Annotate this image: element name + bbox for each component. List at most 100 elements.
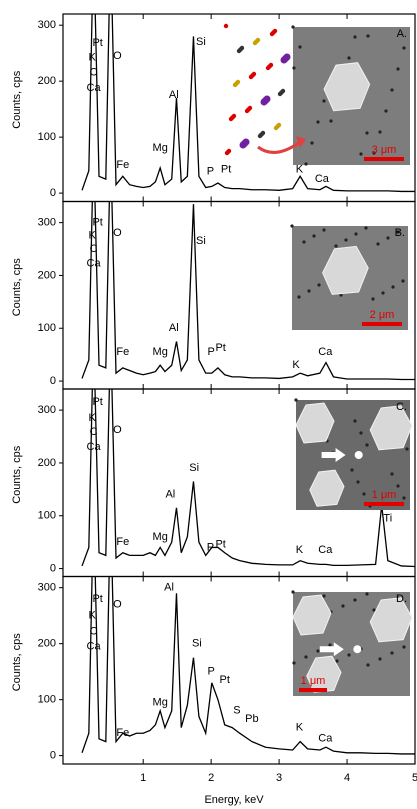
peak-label: Fe — [116, 159, 129, 171]
callout-arrowhead — [296, 136, 306, 148]
inset-pore — [291, 25, 295, 29]
inset-pore — [292, 661, 296, 665]
peak-label: P — [207, 666, 214, 678]
inset-pore — [365, 131, 369, 135]
inset-pore — [353, 598, 357, 602]
peak-label: Pt — [92, 37, 102, 49]
y-tick-label: 0 — [50, 562, 56, 574]
inset-pore — [362, 492, 366, 496]
peak-label: Mg — [153, 142, 168, 154]
inset-pore — [366, 663, 370, 667]
scale-bar-label: 2 μm — [370, 309, 395, 321]
peak-label: K — [292, 359, 300, 371]
inset-pore — [402, 46, 406, 50]
inset-pore — [291, 590, 295, 594]
inset-pore — [365, 443, 369, 447]
y-axis-label: Counts, cps — [11, 633, 23, 692]
peak-label: Si — [189, 462, 199, 474]
inset-pore — [391, 285, 395, 289]
inset-pore — [334, 244, 338, 248]
peak-label: C — [90, 625, 98, 637]
scale-bar-label: 1 μm — [372, 489, 397, 501]
inset-pore — [304, 655, 308, 659]
peak-label: Ca — [315, 173, 330, 185]
inset-particle — [323, 62, 371, 112]
inset-pore — [390, 88, 394, 92]
y-tick-label: 0 — [50, 750, 56, 762]
y-tick-label: 200 — [38, 269, 56, 281]
inset-pore — [353, 419, 357, 423]
y-axis-label: Counts, cps — [11, 258, 23, 317]
peak-label: Ca — [87, 640, 102, 652]
inset-pore — [353, 35, 357, 39]
inset-pore — [347, 56, 351, 60]
y-tick-label: 300 — [38, 404, 56, 416]
y-tick-label: 200 — [38, 75, 56, 87]
inset-pore — [378, 130, 382, 134]
inset-particle — [309, 469, 345, 507]
peak-label: C — [90, 243, 98, 255]
peak-label: Pt — [215, 539, 225, 551]
x-tick-label: 5 — [412, 772, 417, 784]
inset-pore — [312, 234, 316, 238]
atom — [242, 138, 250, 146]
inset-pore — [402, 496, 406, 500]
peak-label: K — [89, 412, 97, 424]
y-tick-label: 200 — [38, 638, 56, 650]
peak-label: Mg — [153, 531, 168, 543]
inset-particle — [292, 594, 332, 636]
panel-label: A. — [397, 28, 407, 40]
callout-arrow — [257, 140, 301, 154]
inset-pore — [390, 472, 394, 476]
atom — [255, 37, 261, 43]
atom — [251, 71, 257, 77]
inset-pore — [386, 236, 390, 240]
inset-pore — [304, 162, 308, 166]
panel-label: D. — [396, 593, 407, 605]
scale-bar — [364, 502, 404, 506]
inset-pore — [354, 232, 358, 236]
atom — [272, 28, 278, 34]
inset-pore — [335, 659, 339, 663]
peak-label: Pb — [245, 713, 258, 725]
inset-pore — [365, 592, 369, 596]
peak-label: P — [207, 166, 214, 178]
peak-label: K — [296, 722, 304, 734]
y-tick-label: 300 — [38, 217, 56, 229]
x-axis-label: Energy, keV — [204, 794, 264, 806]
peak-label: Fe — [116, 727, 129, 739]
inset-particle — [353, 645, 362, 654]
inset-pore — [356, 480, 360, 484]
y-tick-label: 0 — [50, 375, 56, 387]
inset-pore — [396, 230, 400, 234]
inset-pore — [378, 657, 382, 661]
peak-label: Fe — [116, 346, 129, 358]
inset-pore — [402, 645, 406, 649]
x-tick-label: 2 — [208, 772, 214, 784]
inset-pore — [292, 66, 296, 70]
spectrum-line — [81, 576, 415, 755]
inset-pore — [396, 67, 400, 71]
peak-label: O — [113, 227, 122, 239]
peak-label: P — [207, 346, 214, 358]
inset-pore — [372, 608, 376, 612]
peak-label: Pt — [220, 674, 230, 686]
inset-pore — [364, 226, 368, 230]
inset-pore — [371, 297, 375, 301]
atom — [260, 130, 266, 136]
peak-label: Pt — [215, 342, 225, 354]
inset-pore — [297, 295, 301, 299]
y-tick-label: 200 — [38, 457, 56, 469]
peak-label: O — [113, 50, 122, 62]
scale-bar — [299, 688, 327, 692]
inset-pore — [396, 484, 400, 488]
y-tick-label: 300 — [38, 19, 56, 31]
inset-pore — [322, 99, 326, 103]
spectrum-line — [81, 14, 415, 193]
panel-label: B. — [395, 227, 405, 239]
peak-label: K — [89, 230, 97, 242]
scale-bar — [362, 322, 402, 326]
inset-pore — [302, 240, 306, 244]
inset-pore — [316, 120, 320, 124]
scale-bar-label: 3 μm — [372, 144, 397, 156]
